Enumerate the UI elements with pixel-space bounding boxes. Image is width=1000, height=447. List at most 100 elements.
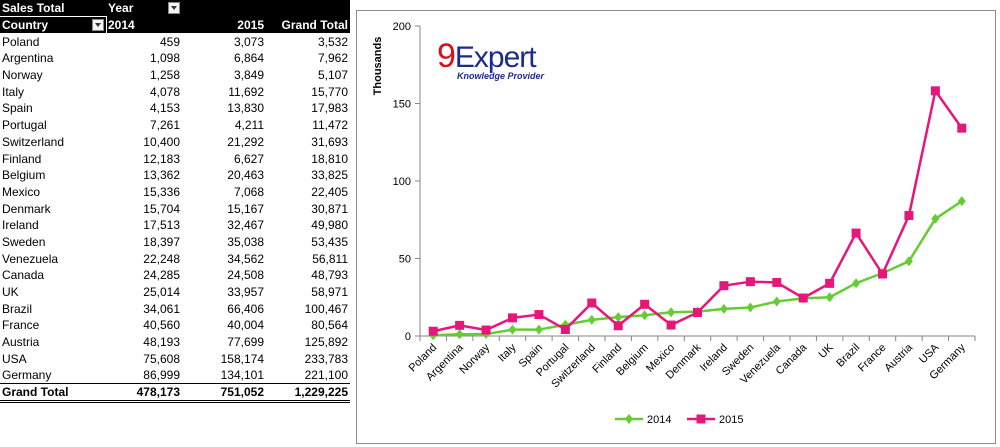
value-2015-cell[interactable]: 6,627 <box>233 151 264 166</box>
value-2014-cell[interactable]: 24,285 <box>143 268 180 283</box>
value-2015-cell[interactable]: 11,692 <box>228 84 264 99</box>
value-2014-cell[interactable]: 86,999 <box>143 368 180 383</box>
country-cell[interactable]: Venezuela <box>2 251 59 266</box>
year-filter-dropdown-icon[interactable] <box>168 2 180 15</box>
grand-total-cell[interactable]: 53,435 <box>311 234 348 249</box>
value-2015-cell[interactable]: 34,562 <box>227 251 264 266</box>
value-2014-cell[interactable]: 15,704 <box>143 201 180 216</box>
pivot-column-field[interactable]: Year <box>106 0 182 17</box>
value-2014-cell[interactable]: 1,098 <box>149 51 180 66</box>
grand-total-cell[interactable]: 221,100 <box>304 368 348 383</box>
country-cell[interactable]: Norway <box>2 68 43 83</box>
series-2015-point <box>587 298 597 308</box>
value-2014-cell[interactable]: 1,258 <box>149 68 180 83</box>
value-2015-cell[interactable]: 77,699 <box>227 335 264 350</box>
value-2015-cell[interactable]: 158,174 <box>220 351 264 366</box>
country-cell[interactable]: USA <box>2 351 27 366</box>
value-2015-cell[interactable]: 6,864 <box>233 51 264 66</box>
y-tick-label: 50 <box>399 254 411 266</box>
value-2014-cell[interactable]: 15,336 <box>143 184 180 199</box>
country-cell[interactable]: Austria <box>2 335 40 350</box>
value-2014-cell[interactable]: 22,248 <box>143 251 180 266</box>
value-2015-cell[interactable]: 134,101 <box>220 368 264 383</box>
grand-total-cell[interactable]: 30,871 <box>311 201 348 216</box>
value-2015-cell[interactable]: 13,830 <box>227 101 264 116</box>
country-cell[interactable]: Mexico <box>2 184 41 199</box>
grand-total-cell[interactable]: 31,693 <box>311 134 348 149</box>
pivot-header-row-2: Country 2014 2015 Grand Total <box>0 15 350 35</box>
value-2014-cell[interactable]: 18,397 <box>143 234 180 249</box>
value-2014-cell[interactable]: 48,193 <box>143 335 180 350</box>
grand-total-cell[interactable]: 15,770 <box>311 84 348 99</box>
grand-total-cell[interactable]: 17,983 <box>311 101 348 116</box>
value-2014-cell[interactable]: 4,078 <box>149 84 180 99</box>
grand-total-cell[interactable]: 5,107 <box>317 68 348 83</box>
value-2014-cell[interactable]: 17,513 <box>143 218 180 233</box>
grand-total-cell[interactable]: 48,793 <box>311 268 348 283</box>
row-field-label: Country <box>2 18 48 33</box>
value-2014-cell[interactable]: 459 <box>159 34 180 49</box>
country-cell[interactable]: Switzerland <box>2 134 65 149</box>
grand-total-cell[interactable]: 22,405 <box>311 184 348 199</box>
value-2015-cell[interactable]: 751,052 <box>182 383 266 404</box>
value-2015-cell[interactable]: 4,211 <box>234 118 264 133</box>
grand-total-cell[interactable]: 58,971 <box>311 285 348 300</box>
country-cell[interactable]: Poland <box>2 34 40 49</box>
value-2014-cell[interactable]: 75,608 <box>143 351 180 366</box>
value-2014-cell[interactable]: 40,560 <box>143 318 180 333</box>
country-cell[interactable]: UK <box>2 285 19 300</box>
value-2014-cell[interactable]: 25,014 <box>143 285 180 300</box>
country-cell[interactable]: Ireland <box>2 218 39 233</box>
value-2014-cell[interactable]: 12,183 <box>143 151 180 166</box>
value-2014-cell[interactable]: 478,173 <box>106 383 182 404</box>
value-2015-cell[interactable]: 66,406 <box>227 301 264 316</box>
grand-total-cell[interactable]: 56,811 <box>312 251 348 266</box>
country-cell[interactable]: Brazil <box>2 301 33 316</box>
value-2015-cell[interactable]: 15,167 <box>227 201 264 216</box>
value-2014-cell[interactable]: 7,261 <box>149 118 180 133</box>
value-2015-cell[interactable]: 24,508 <box>227 268 264 283</box>
country-cell[interactable]: Denmark <box>2 201 51 216</box>
grand-total-cell[interactable]: 11,472 <box>312 118 348 133</box>
value-2015-cell[interactable]: 3,849 <box>233 68 264 83</box>
country-cell[interactable]: Sweden <box>2 234 46 249</box>
country-cell[interactable]: Portugal <box>2 118 47 133</box>
value-2014-cell[interactable]: 10,400 <box>143 134 180 149</box>
value-2015-cell[interactable]: 20,463 <box>227 168 264 183</box>
pivot-row-field[interactable]: Country <box>0 15 107 35</box>
value-2015-cell[interactable]: 35,038 <box>227 234 264 249</box>
country-cell[interactable]: Spain <box>2 101 33 116</box>
grand-total-cell[interactable]: 80,564 <box>311 318 348 333</box>
value-2015-cell[interactable]: 3,073 <box>233 34 264 49</box>
country-cell[interactable]: Argentina <box>2 51 54 66</box>
series-2015-point <box>878 269 887 279</box>
country-filter-dropdown-icon[interactable] <box>92 19 104 32</box>
grand-total-cell[interactable]: 125,892 <box>304 335 348 350</box>
grand-total-cell[interactable]: 100,467 <box>304 301 348 316</box>
grand-total-cell[interactable]: 233,783 <box>304 351 348 366</box>
grand-total-cell[interactable]: 3,532 <box>317 34 348 49</box>
country-cell[interactable]: Canada <box>2 268 45 283</box>
country-cell[interactable]: Germany <box>2 368 52 383</box>
value-2014-cell[interactable]: 13,362 <box>143 168 180 183</box>
value-2015-cell[interactable]: 21,292 <box>227 134 264 149</box>
line-chart[interactable]: 0 50 100 150 200 Thousands Poland Argentina Norw… <box>356 10 996 444</box>
grand-total-cell[interactable]: 7,962 <box>317 51 348 66</box>
country-cell[interactable]: Belgium <box>2 168 46 183</box>
value-2015-cell[interactable]: 40,004 <box>227 318 264 333</box>
country-cell[interactable]: Italy <box>2 84 25 99</box>
grand-total-cell[interactable]: 33,825 <box>311 168 348 183</box>
country-cell[interactable]: Grand Total <box>0 383 106 404</box>
country-cell[interactable]: Finland <box>2 151 42 166</box>
value-2014-cell[interactable]: 4,153 <box>149 101 180 116</box>
value-2015-cell[interactable]: 33,957 <box>227 285 264 300</box>
value-2014-cell[interactable]: 34,061 <box>143 301 180 316</box>
grand-total-cell[interactable]: 18,810 <box>311 151 348 166</box>
value-2015-cell[interactable]: 7,068 <box>233 184 264 199</box>
grand-total-cell[interactable]: 49,980 <box>311 218 348 233</box>
country-cell[interactable]: France <box>2 318 40 333</box>
x-tick-label: UK <box>816 341 836 361</box>
grand-total-cell[interactable]: 1,229,225 <box>266 383 350 404</box>
series-2014-point <box>640 310 649 321</box>
value-2015-cell[interactable]: 32,467 <box>227 218 264 233</box>
